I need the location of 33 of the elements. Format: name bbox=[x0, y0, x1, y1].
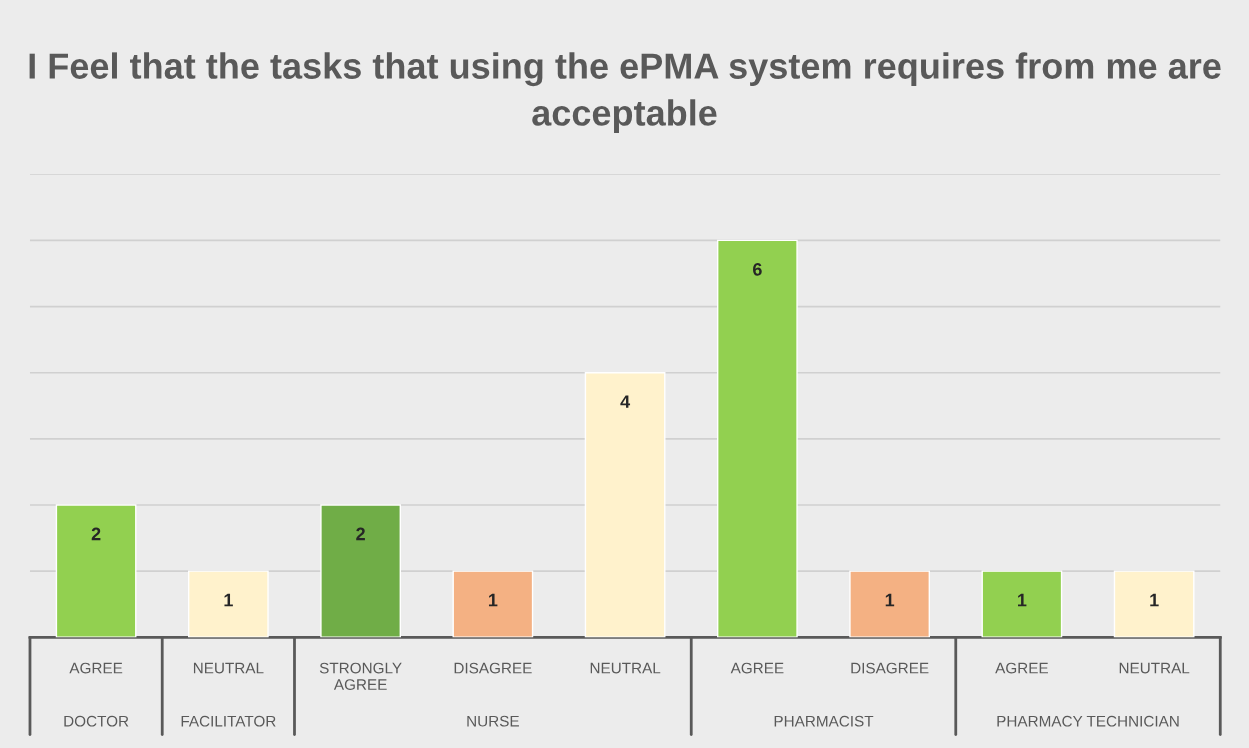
chart-title: I Feel that the tasks that using the ePMA system requires from me are acceptable bbox=[29, 52, 1221, 133]
data-label: 2 bbox=[356, 527, 365, 541]
text: NURSE bbox=[467, 715, 519, 727]
data-label: 1 bbox=[488, 593, 498, 607]
x-tick-label: AGREE bbox=[995, 662, 1048, 674]
x-tick-label: NEUTRAL bbox=[1119, 662, 1190, 674]
x-tick-label: STRONGLY AGREE bbox=[319, 662, 402, 690]
bar bbox=[584, 372, 666, 638]
x-tick-label: DISAGREE bbox=[454, 662, 532, 674]
bar bbox=[717, 239, 798, 638]
bar bbox=[981, 570, 1063, 638]
x-tick-label: NEUTRAL bbox=[590, 662, 661, 674]
data-label: 1 bbox=[224, 593, 233, 607]
text: PHARMACY TECHNICIAN bbox=[997, 715, 1179, 727]
text: DOCTOR bbox=[64, 715, 129, 727]
data-label: 4 bbox=[620, 395, 631, 408]
bar bbox=[452, 570, 534, 638]
x-tick-label: NEUTRAL bbox=[193, 662, 264, 674]
data-label: 2 bbox=[91, 527, 101, 541]
data-label: 1 bbox=[1018, 593, 1027, 607]
x-tick-label: AGREE bbox=[730, 662, 784, 674]
data-label: 6 bbox=[753, 262, 762, 276]
text: PHARMACIST bbox=[774, 715, 874, 727]
x-tick-label: DISAGREE bbox=[851, 662, 929, 674]
bar bbox=[320, 504, 401, 638]
data-label: 1 bbox=[885, 593, 895, 607]
bar bbox=[187, 570, 269, 638]
x-tick-label: AGREE bbox=[69, 662, 123, 674]
bar bbox=[55, 504, 137, 638]
bar bbox=[849, 570, 931, 638]
data-label: 1 bbox=[1150, 593, 1159, 607]
bar bbox=[1113, 570, 1195, 638]
text: FACILITATOR bbox=[181, 715, 276, 727]
